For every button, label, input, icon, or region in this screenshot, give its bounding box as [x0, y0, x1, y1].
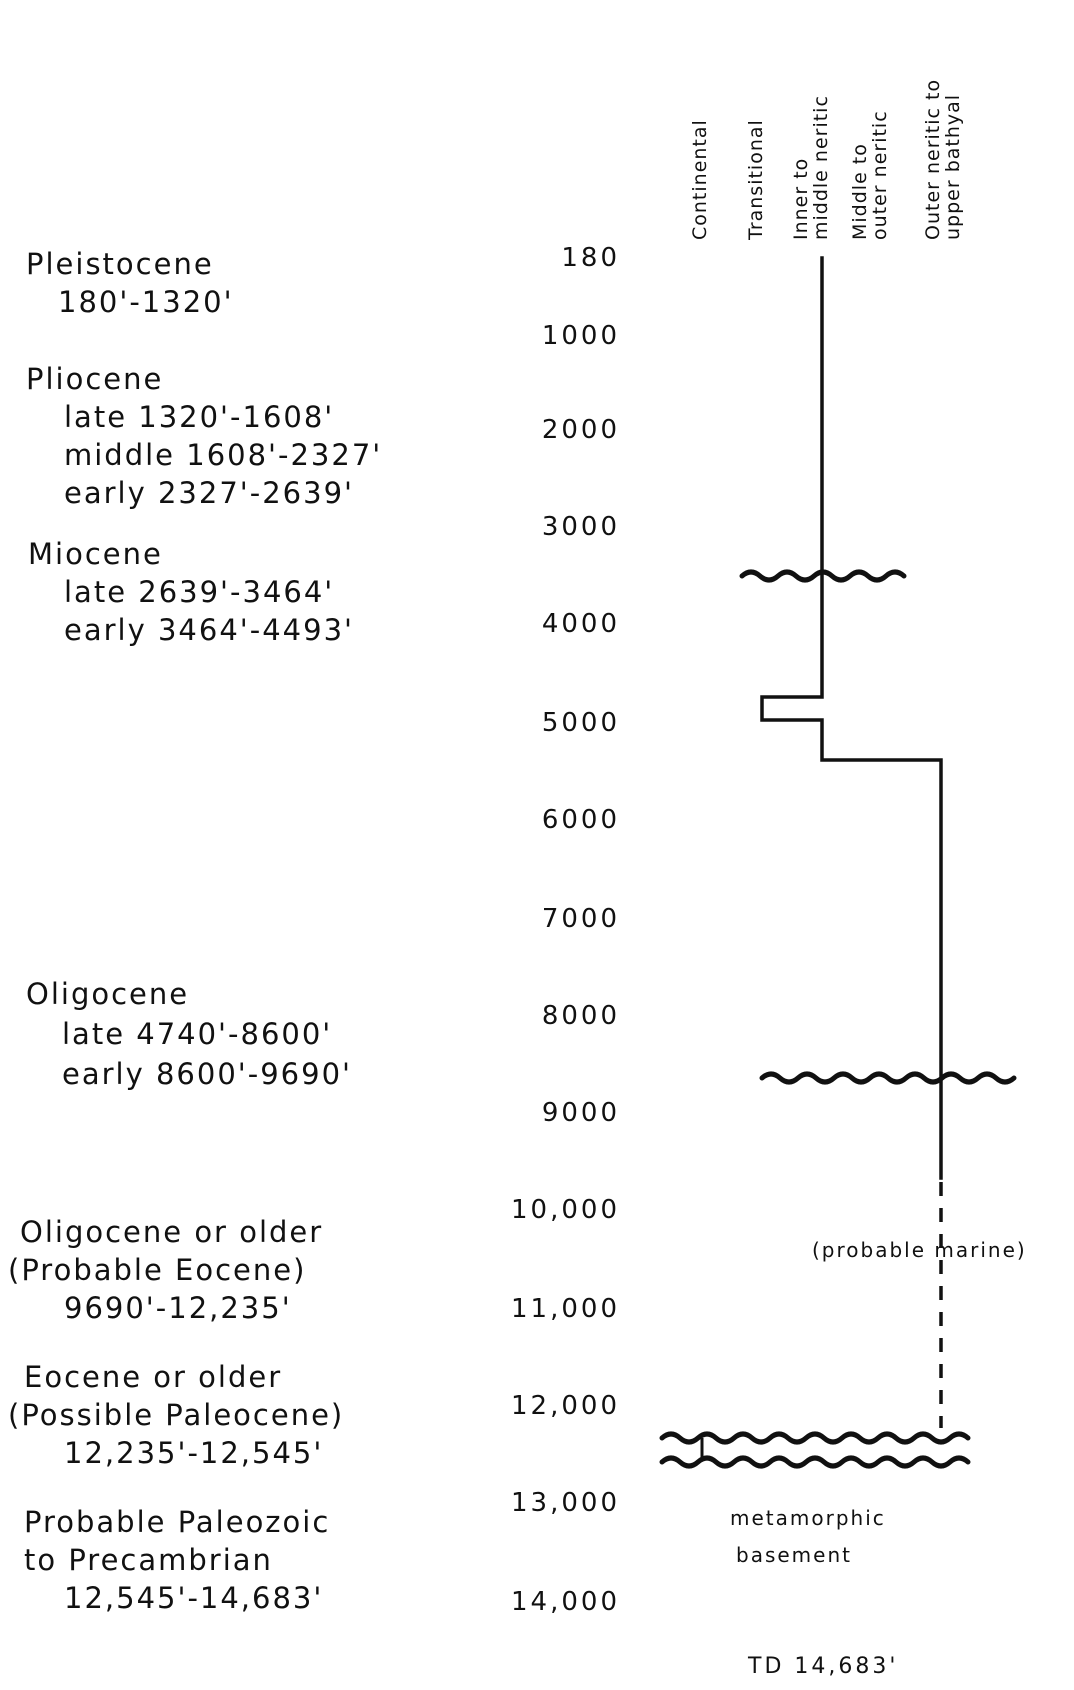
unit-range: (Probable Eocene): [8, 1253, 307, 1287]
depth-label: 10,000: [511, 1195, 620, 1225]
unit-range: 180'-1320': [58, 285, 234, 319]
depth-label: 4000: [541, 609, 620, 639]
unit-range: early 3464'-4493': [64, 613, 354, 647]
unit-range: late 4740'-8600': [62, 1017, 333, 1051]
probable-marine-note: (probable marine): [812, 1238, 1027, 1262]
basement-label-line1: metamorphic: [730, 1506, 886, 1530]
unit-title: Pliocene: [26, 362, 164, 396]
depth-label: 1000: [541, 321, 620, 351]
unconformity-eocene-upper: [659, 1431, 971, 1445]
unit-range: (Possible Paleocene): [8, 1398, 345, 1432]
basement-label-line2: basement: [736, 1543, 852, 1567]
depth-label: 13,000: [511, 1488, 620, 1518]
profile-line-solid: [760, 256, 943, 1180]
depth-label: 8000: [541, 1001, 620, 1031]
depth-label: 5000: [541, 708, 620, 738]
depth-label: 2000: [541, 415, 620, 445]
unconformity-oligocene: [759, 1071, 1017, 1085]
unit-range: 12,545'-14,683': [64, 1581, 324, 1615]
depth-label: 12,000: [511, 1391, 620, 1421]
unit-range: late 1320'-1608': [64, 400, 335, 434]
depth-label: 180: [561, 243, 620, 273]
unit-title: Oligocene or older: [20, 1215, 324, 1249]
depth-label: 14,000: [511, 1587, 620, 1617]
unit-range: late 2639'-3464': [64, 575, 335, 609]
total-depth-label: TD 14,683': [748, 1654, 899, 1679]
unit-range: early 2327'-2639': [64, 476, 354, 510]
depth-label: 7000: [541, 904, 620, 934]
depth-label: 3000: [541, 512, 620, 542]
unconformity-miocene: [739, 569, 907, 583]
depth-label: 6000: [541, 805, 620, 835]
unit-title: Eocene or older: [24, 1360, 283, 1394]
depth-label: 11,000: [511, 1294, 620, 1324]
unit-range: 12,235'-12,545': [64, 1436, 324, 1470]
unit-range: to Precambrian: [24, 1543, 273, 1577]
unit-range: 9690'-12,235': [64, 1291, 292, 1325]
unit-range: early 8600'-9690': [62, 1057, 352, 1091]
unit-title: Probable Paleozoic: [24, 1505, 331, 1539]
unit-range: middle 1608'-2327': [64, 438, 383, 472]
unit-title: Pleistocene: [26, 247, 214, 281]
unit-title: Miocene: [28, 537, 163, 571]
depth-label: 9000: [541, 1098, 620, 1128]
unconformity-eocene-lower: [659, 1455, 971, 1469]
unit-title: Oligocene: [26, 977, 190, 1011]
